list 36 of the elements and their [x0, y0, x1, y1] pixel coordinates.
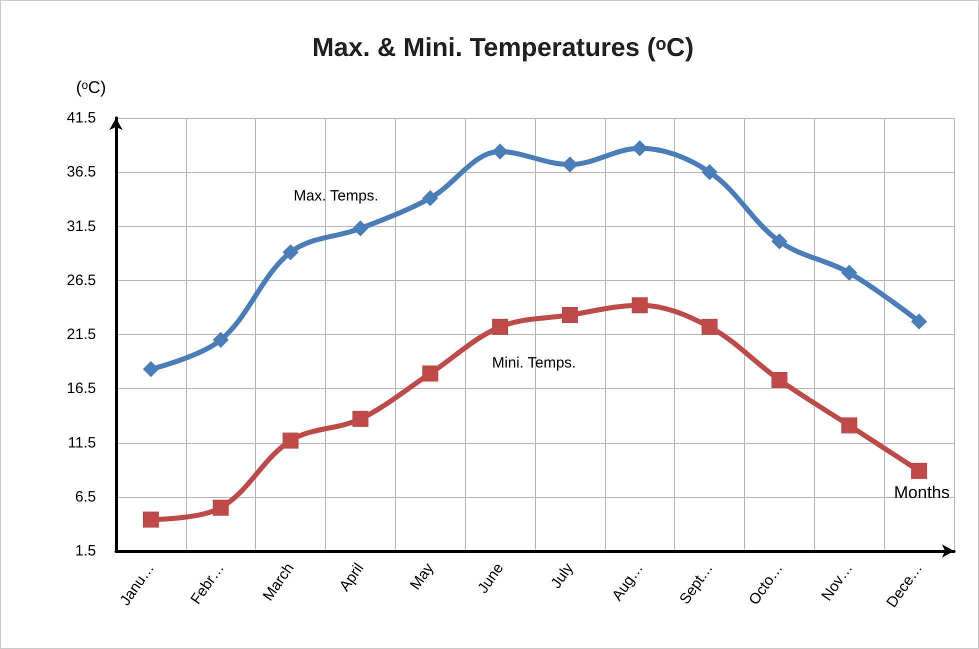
point: [911, 462, 928, 479]
y-tick-label: 1.5: [75, 542, 96, 560]
point: [841, 417, 858, 434]
annotation: Max. Temps.: [294, 188, 378, 204]
y-tick-label: 26.5: [66, 272, 96, 289]
point: [562, 307, 578, 324]
point: [422, 365, 438, 382]
point: [142, 361, 159, 378]
point: [771, 233, 788, 250]
point: [352, 410, 368, 427]
point: [282, 432, 299, 449]
point: [212, 500, 229, 516]
y-tick-label: 16.5: [66, 380, 96, 398]
point: [702, 318, 718, 335]
y-tick-label: 31.5: [66, 218, 96, 235]
y-axis-title: (ᵒC): [76, 78, 106, 97]
point: [352, 220, 368, 236]
point: [422, 190, 438, 206]
annotation: Mini. Temps.: [492, 354, 576, 372]
point: [841, 264, 858, 281]
point: [282, 244, 299, 260]
point: [212, 332, 229, 348]
point: [911, 314, 928, 330]
y-tick-label: 36.5: [66, 164, 96, 181]
point: [142, 512, 159, 528]
y-tick-label: 11.5: [68, 434, 96, 452]
x-tick-label: July: [548, 560, 578, 592]
y-tick-label: 41.5: [66, 110, 96, 126]
y-tick-label: 21.5: [66, 326, 96, 343]
y-tick-label: 6.5: [75, 488, 96, 506]
x-axis-title: Months: [894, 483, 950, 502]
chart-title: Max. & Mini. Temperatures (ᵒC): [312, 32, 694, 62]
point: [702, 164, 718, 180]
point: [771, 372, 788, 388]
point: [632, 297, 648, 314]
point: [492, 318, 508, 335]
